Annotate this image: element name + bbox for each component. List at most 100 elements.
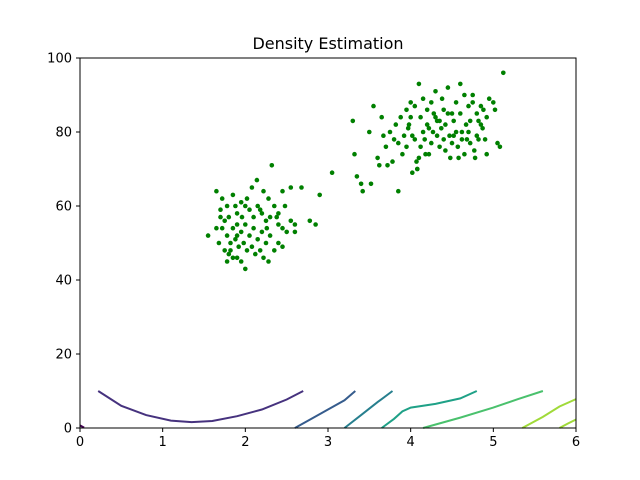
scatter-point — [307, 218, 313, 224]
scatter-point — [456, 155, 461, 161]
density-contour-line — [559, 418, 577, 429]
scatter-point — [449, 111, 455, 116]
scatter-point — [255, 203, 260, 209]
scatter-point — [459, 137, 465, 142]
scatter-point — [474, 111, 480, 116]
scatter-point — [234, 222, 240, 227]
scatter-point — [358, 181, 364, 187]
scatter-point — [218, 214, 223, 220]
scatter-point — [470, 100, 476, 105]
scatter-point — [434, 118, 440, 124]
scatter-point — [280, 225, 285, 231]
density-contour-line — [97, 390, 304, 424]
scatter-point — [458, 81, 463, 87]
density-contour-line — [521, 398, 577, 429]
scatter-point — [423, 151, 428, 157]
scatter-point — [244, 196, 250, 201]
scatter-point — [495, 140, 500, 146]
scatter-point — [414, 159, 419, 164]
scatter-point — [226, 214, 232, 220]
scatter-point — [424, 107, 430, 113]
scatter-point — [476, 118, 481, 124]
scatter-point — [472, 155, 478, 161]
scatter-point — [412, 137, 418, 142]
x-tick-label: 0 — [76, 435, 84, 450]
contour-layer — [79, 390, 577, 429]
scatter-point — [247, 207, 252, 212]
scatter-point — [224, 233, 230, 238]
scatter-point — [398, 114, 404, 120]
scatter-point — [404, 144, 409, 150]
scatter-point — [288, 185, 294, 190]
scatter-point — [478, 103, 484, 109]
scatter-point — [418, 144, 423, 150]
scatter-point — [464, 137, 470, 142]
scatter-point — [410, 133, 415, 138]
scatter-point — [317, 192, 323, 198]
scatter-point — [429, 100, 434, 105]
scatter-point — [422, 137, 428, 142]
scatter-point — [390, 159, 395, 164]
scatter-point — [272, 248, 277, 253]
x-axis: 0 1 2 3 4 5 6 — [76, 428, 580, 450]
scatter-point — [263, 218, 269, 224]
scatter-point — [418, 114, 423, 120]
scatter-point — [391, 137, 397, 142]
scatter-point — [230, 255, 236, 261]
y-tick-label: 0 — [64, 422, 72, 437]
scatter-point — [474, 133, 480, 138]
scatter-point — [387, 129, 393, 135]
scatter-point — [443, 122, 448, 127]
scatter-point — [238, 259, 244, 264]
scatter-point — [383, 144, 389, 150]
scatter-point — [205, 233, 211, 238]
scatter-point — [401, 133, 407, 138]
scatter-point — [354, 174, 360, 179]
scatter-point — [396, 188, 401, 194]
scatter-point — [439, 96, 445, 101]
scatter-point — [466, 129, 471, 135]
y-tick-label: 60 — [55, 200, 72, 215]
scatter-point — [226, 251, 232, 257]
chart-title: Density Estimation — [252, 34, 403, 53]
scatter-points-layer — [205, 70, 506, 272]
scatter-point — [431, 111, 437, 116]
scatter-point — [455, 144, 461, 150]
scatter-point — [467, 140, 473, 146]
scatter-point — [408, 100, 414, 105]
scatter-point — [396, 140, 401, 146]
scatter-point — [462, 92, 467, 98]
scatter-point — [424, 122, 430, 127]
scatter-point — [451, 118, 457, 124]
scatter-point — [404, 107, 409, 113]
scatter-point — [433, 89, 438, 94]
scatter-point — [470, 92, 476, 98]
scatter-point — [385, 163, 390, 168]
scatter-point — [451, 133, 457, 138]
scatter-point — [478, 122, 484, 127]
scatter-point — [420, 96, 426, 101]
x-tick-label: 4 — [407, 435, 415, 450]
scatter-point — [230, 192, 236, 198]
scatter-point — [280, 244, 285, 249]
scatter-point — [276, 240, 281, 246]
scatter-point — [350, 118, 356, 124]
x-tick-label: 1 — [159, 435, 167, 450]
scatter-point — [441, 107, 447, 113]
scatter-point — [476, 137, 481, 142]
scatter-point — [233, 237, 238, 242]
plot-area-frame — [79, 57, 577, 429]
scatter-point — [371, 103, 376, 109]
scatter-point — [492, 107, 498, 113]
scatter-point — [445, 85, 451, 90]
scatter-point — [393, 122, 399, 127]
scatter-point — [497, 144, 503, 150]
scatter-point — [459, 129, 465, 135]
scatter-point — [257, 248, 263, 253]
y-axis: 0 20 40 60 80 100 — [47, 52, 80, 437]
scatter-point — [259, 211, 265, 216]
scatter-point — [381, 133, 386, 138]
density-contour-line — [294, 390, 356, 429]
scatter-point — [429, 140, 434, 146]
x-tick-label: 2 — [241, 435, 249, 450]
